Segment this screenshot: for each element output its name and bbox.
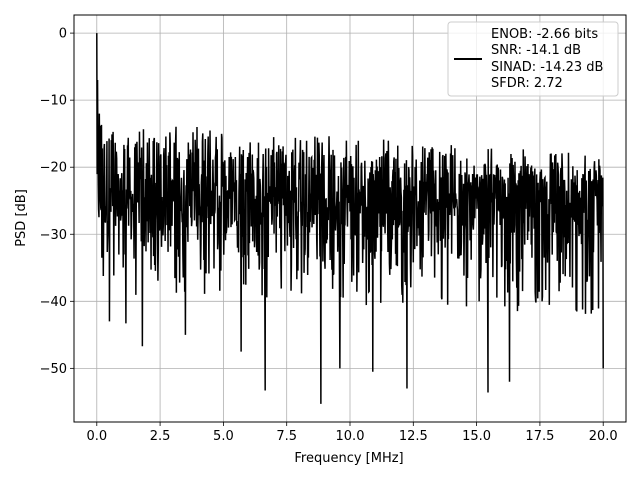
x-axis-label: Frequency [MHz] [294,451,403,466]
x-tick-label: 0.0 [86,429,107,444]
psd-series-line [96,33,604,404]
x-tick-label: 5.0 [213,429,234,444]
y-tick-label: −30 [40,228,67,243]
legend-sfdr: SFDR: 2.72 [491,76,563,91]
legend: ENOB: -2.66 bits SNR: -14.1 dB SINAD: -1… [447,21,619,97]
x-tick-label: 12.5 [399,429,428,444]
y-tick-label: −40 [40,295,67,310]
x-tick-label: 20.0 [589,429,618,444]
y-tick-label: 0 [59,27,67,42]
x-tick-label: 10.0 [336,429,365,444]
legend-sinad: SINAD: -14.23 dB [491,60,603,75]
legend-box [447,21,619,97]
y-tick-label: −20 [40,161,67,176]
x-tick-label: 2.5 [150,429,171,444]
x-tick-label: 15.0 [462,429,491,444]
legend-enob: ENOB: -2.66 bits [491,27,598,42]
y-tick-label: −10 [40,94,67,109]
y-axis-label: PSD [dB] [14,189,29,247]
psd-trace-group [96,33,604,404]
x-tick-label: 17.5 [525,429,554,444]
legend-snr: SNR: -14.1 dB [491,43,581,58]
axis-ticks: 0.0 2.5 5.0 7.5 10.0 12.5 15.0 17.5 20.0 0 −10 −20 −… [40,27,618,444]
y-tick-label: −50 [40,362,67,377]
x-tick-label: 7.5 [276,429,297,444]
